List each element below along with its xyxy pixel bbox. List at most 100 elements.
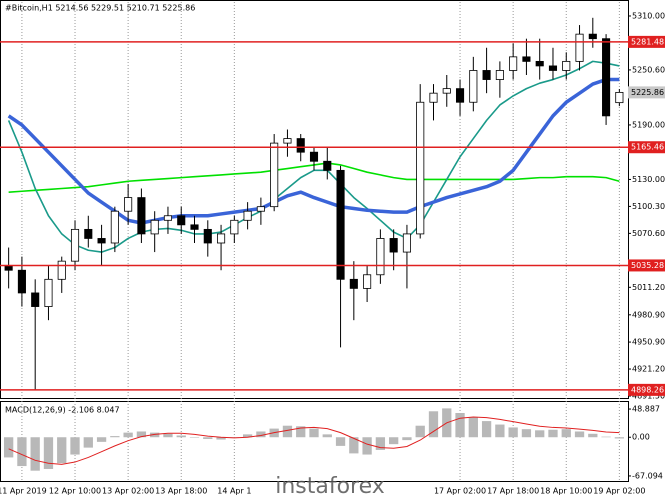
macd-bar [96, 437, 107, 442]
macd-bar [296, 426, 306, 438]
candle-body [177, 215, 186, 226]
level-label: 4898.26 [631, 385, 664, 394]
macd-bar [136, 431, 147, 438]
macd-bar [70, 437, 80, 455]
y-tick-label: 5310.00 [632, 11, 665, 20]
candle-body [163, 215, 173, 221]
candle-body [270, 142, 279, 208]
macd-bar [614, 437, 625, 439]
candle-body [124, 197, 133, 212]
macd-bar [561, 429, 571, 438]
macd-bar [495, 424, 505, 438]
x-tick-label: 14 Apr 1 [217, 487, 251, 496]
y-tick-label: 5250.60 [632, 65, 665, 74]
candle-body [376, 238, 385, 276]
level-tag [628, 141, 665, 154]
x-tick-label: 17 Apr 02:00 [434, 487, 486, 496]
macd-bar [415, 425, 425, 438]
y-tick-label: 4950.90 [632, 338, 665, 347]
macd-bar [508, 427, 518, 438]
macd-bar [216, 437, 226, 440]
candle-body [57, 260, 66, 280]
macd-label: MACD(12,26,9) -2.106 8.047 [5, 406, 120, 415]
macd-bar [242, 434, 253, 438]
level-label: 5035.28 [631, 261, 664, 270]
macd-bar [548, 429, 558, 438]
x-tick-label: 13 Apr 02:00 [102, 487, 154, 496]
y-tick-label: 5100.30 [632, 202, 665, 211]
x-tick-label: 18 Apr 10:00 [540, 487, 592, 496]
macd-bar [256, 431, 266, 438]
macd-bar [349, 437, 359, 454]
macd-bar [402, 437, 412, 441]
level-tag [628, 383, 665, 396]
watermark: instaforex [275, 474, 385, 499]
macd-bar [481, 421, 492, 438]
candle-body [243, 210, 252, 221]
macd-bar [535, 430, 545, 438]
macd-bar [3, 437, 14, 458]
x-tick-label: 13 Apr 18:00 [155, 487, 207, 496]
candle-body [190, 224, 199, 230]
x-tick-label: 17 Apr 18:00 [487, 487, 539, 496]
candle-body [469, 70, 478, 103]
candle-body [522, 56, 531, 62]
macd-bar [163, 433, 173, 438]
macd-signal [8, 416, 620, 465]
price-tag [628, 86, 665, 99]
macd-bar [521, 429, 532, 438]
y-tick-label: 4980.90 [632, 310, 665, 319]
macd-bar [282, 425, 293, 438]
candle-body [230, 219, 239, 235]
macd-bar [362, 437, 372, 455]
macd-bar [43, 437, 54, 469]
candle-body [31, 292, 40, 307]
y-tick-label: 5130.00 [632, 175, 665, 184]
candle-body [336, 169, 345, 280]
level-label: 5165.46 [631, 143, 664, 152]
candle-body [283, 138, 292, 144]
y-tick-label: 5070.60 [632, 229, 665, 238]
candle-body [349, 278, 358, 289]
y-tick-label: 5011.20 [632, 283, 665, 292]
candle-body [110, 210, 119, 244]
macd-y-tick-label: -67.094 [632, 471, 663, 480]
x-tick-label: 19 Apr 02:00 [593, 487, 645, 496]
candle-body [455, 88, 465, 103]
macd-bar [309, 428, 319, 438]
macd-y-tick-label: 0.00 [632, 433, 650, 442]
y-tick-label: 5190.00 [632, 120, 665, 129]
candle-body [389, 238, 398, 253]
candle-body [402, 233, 411, 253]
macd-bar [335, 437, 346, 446]
macd-y-tick-label: 48.887 [632, 405, 660, 414]
macd-bar [322, 434, 332, 438]
moving-average [7, 77, 620, 225]
level-tag [628, 259, 665, 272]
macd-bar [176, 435, 186, 438]
candle-body [509, 56, 518, 71]
candle-body [416, 101, 425, 235]
macd-bar [189, 437, 200, 438]
candle-body [84, 228, 93, 239]
candle-body [309, 151, 319, 162]
candle-body [4, 265, 13, 271]
macd-bar [601, 436, 611, 438]
macd-bar [110, 436, 120, 438]
candle-body [17, 269, 26, 294]
macd-bar [30, 437, 40, 471]
candle-body [137, 197, 146, 235]
level-label: 5281.48 [631, 37, 664, 46]
price-pane [0, 0, 629, 399]
candle-body [296, 138, 305, 153]
candle-body [70, 228, 80, 262]
macd-bar [203, 437, 213, 439]
macd-bar [150, 432, 160, 438]
macd-bar [375, 437, 386, 450]
candle-body [615, 91, 624, 104]
candle-body [363, 274, 372, 289]
candle-body [535, 60, 544, 67]
macd-bar [83, 437, 93, 448]
macd-bar [57, 437, 67, 464]
